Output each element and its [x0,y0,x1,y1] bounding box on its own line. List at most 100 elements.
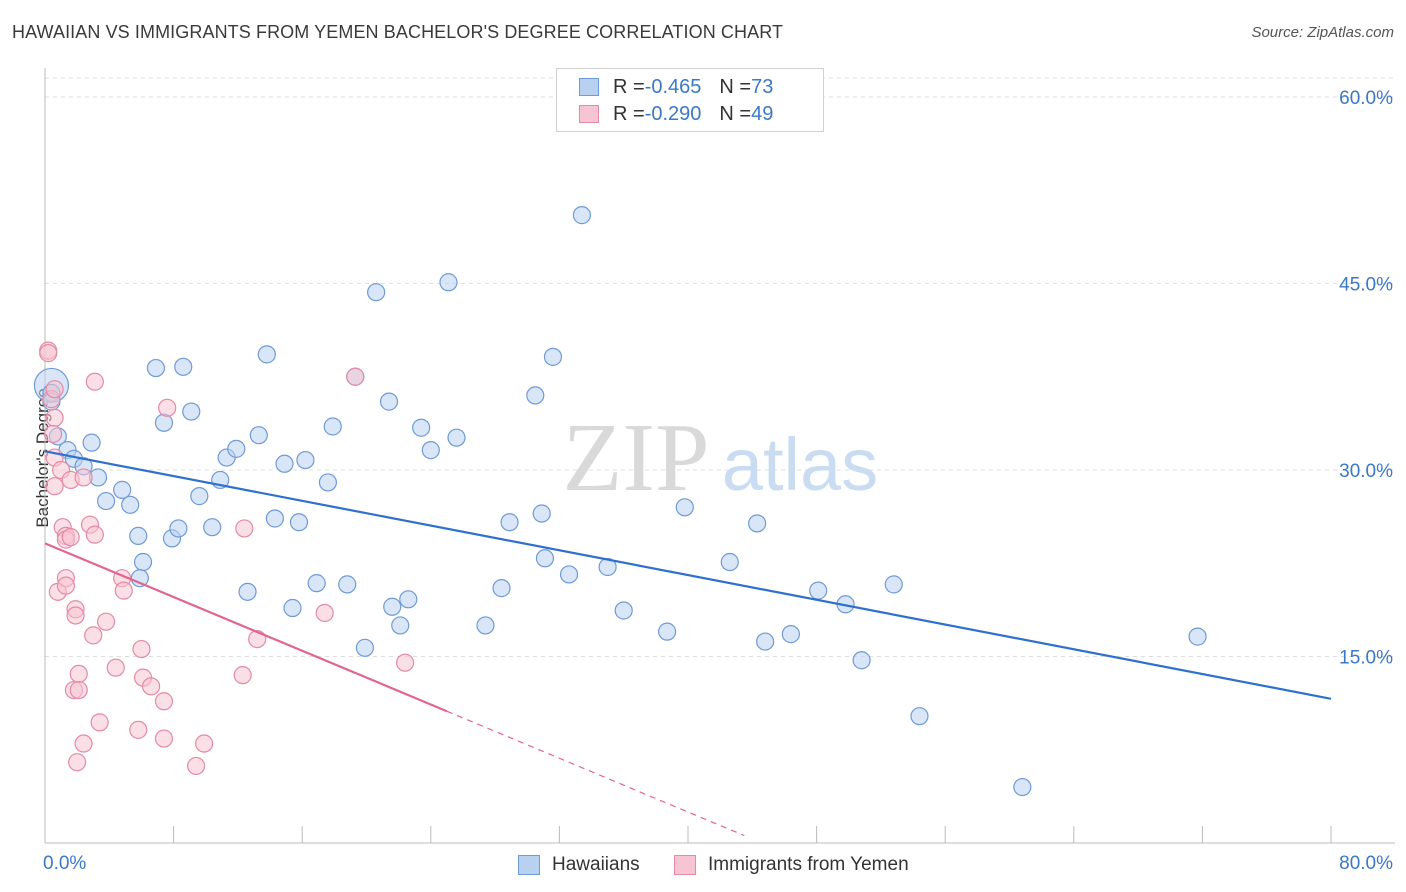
bottom-legend-hawaiians: Hawaiians [518,852,640,878]
hawaiian-point [289,513,309,532]
yemen-point [195,734,214,753]
yemen-point [85,372,104,391]
yemen-point [45,408,64,427]
chart-title: HAWAIIAN VS IMMIGRANTS FROM YEMEN BACHEL… [12,22,784,42]
hawaiian-point [383,597,402,616]
legend-n-label: N = [719,75,752,98]
hawaiian-point [658,622,677,641]
yemen-point [45,477,64,496]
yemen-point [45,380,64,399]
yemen-point [114,581,133,600]
hawaiian-point [391,616,410,635]
data-points [33,206,1207,797]
hawaiian-point [412,418,431,437]
hawaiian-point [399,590,418,609]
hawaiian-point [318,473,338,492]
yemen-point [66,606,85,625]
yemen-point [395,653,415,672]
hawaiian-point [130,569,149,588]
x-tick-label-min: 0.0% [43,853,86,874]
hawaiian-point [614,601,633,620]
hawaiian-point [169,519,188,538]
yemen-point [346,367,365,386]
hawaiian-point [129,526,148,545]
hawaiian-point [113,480,132,499]
hawaiian-point [367,283,386,302]
yemen-point [106,658,125,677]
hawaiian-point [174,357,193,376]
hawaiian-point [203,518,222,537]
hawaiian-point [720,552,739,572]
hawaiian-point [781,625,800,644]
trend-lines [44,450,1332,837]
yemen-trend-line [44,542,448,713]
yemen-point [43,424,63,444]
hawaiian-point [257,345,276,364]
y-tick-label: 60.0% [1339,88,1393,109]
hawaiian-point [809,581,828,600]
hawaiian-point [500,513,519,532]
hawaiian-point [182,402,201,421]
hawaiian-point [910,707,929,726]
hawaiian-point [379,392,399,411]
hawaiian-point [1013,777,1032,797]
hawaiian-point [884,575,903,594]
hawaiian-point [121,495,140,514]
yemen-trend-extension [446,710,745,837]
yemen-point [69,680,88,700]
yemen-point [69,664,88,684]
legend-swatch-hawaiians [579,78,599,96]
yemen-point [315,603,334,623]
hawaiian-point [96,491,116,511]
yemen-point [154,729,174,748]
legend-n-yemen: 49 [751,102,774,125]
hawaiian-point [323,417,342,436]
hawaiian-point [227,439,246,458]
hawaiian-point [543,347,563,366]
hawaiian-point [748,514,767,533]
yemen-point [84,626,103,645]
y-tick-label: 15.0% [1339,648,1393,669]
hawaiian-point [265,509,284,528]
hawaiian-point [146,358,166,378]
hawaiian-point [296,450,315,470]
hawaiian-point [154,413,174,432]
hawaiian-point [307,574,326,593]
bottom-legend-swatch-yemen [674,855,696,875]
hawaiian-point [238,582,257,601]
hawaiian-point [492,579,511,598]
legend-r-yemen: -0.290 [644,102,702,125]
yemen-point [187,756,206,776]
hawaiian-point [675,498,694,517]
yemen-point [96,612,116,631]
hawaiian-point [559,565,579,584]
legend-r-label: R = [613,75,645,98]
bottom-legend-label-yemen: Immigrants from Yemen [708,854,909,875]
hawaiian-point [756,632,775,651]
watermark-zip: ZIP [563,404,710,512]
correlation-legend: R = -0.465 N = 73 R = -0.290 N = 49 [556,68,824,132]
grid-lines [45,77,1395,657]
yemen-point [141,677,161,696]
yemen-point [154,692,174,711]
watermark: ZIP atlas [563,404,879,512]
y-tick-label: 30.0% [1339,461,1393,482]
hawaiian-point [421,441,440,460]
y-tick-label: 45.0% [1339,275,1393,296]
tick-labels: 15.0% 30.0% 45.0% 60.0% 0.0% 80.0% [43,88,1393,874]
hawaiian-point [355,638,374,657]
bottom-legend-label-hawaiians: Hawaiians [552,854,640,875]
bottom-legend-swatch-hawaiians [518,855,540,875]
legend-r-hawaiians: -0.465 [644,75,702,98]
hawaiian-point [852,651,871,670]
hawaiian-point [439,273,458,292]
hawaiian-point [283,598,302,618]
legend-n-label: N = [719,102,752,125]
yemen-point [235,519,254,538]
yemen-point [90,713,109,732]
yemen-point [158,398,177,417]
legend-swatch-yemen [579,105,599,123]
yemen-point [56,576,75,595]
hawaiian-point [275,454,294,473]
